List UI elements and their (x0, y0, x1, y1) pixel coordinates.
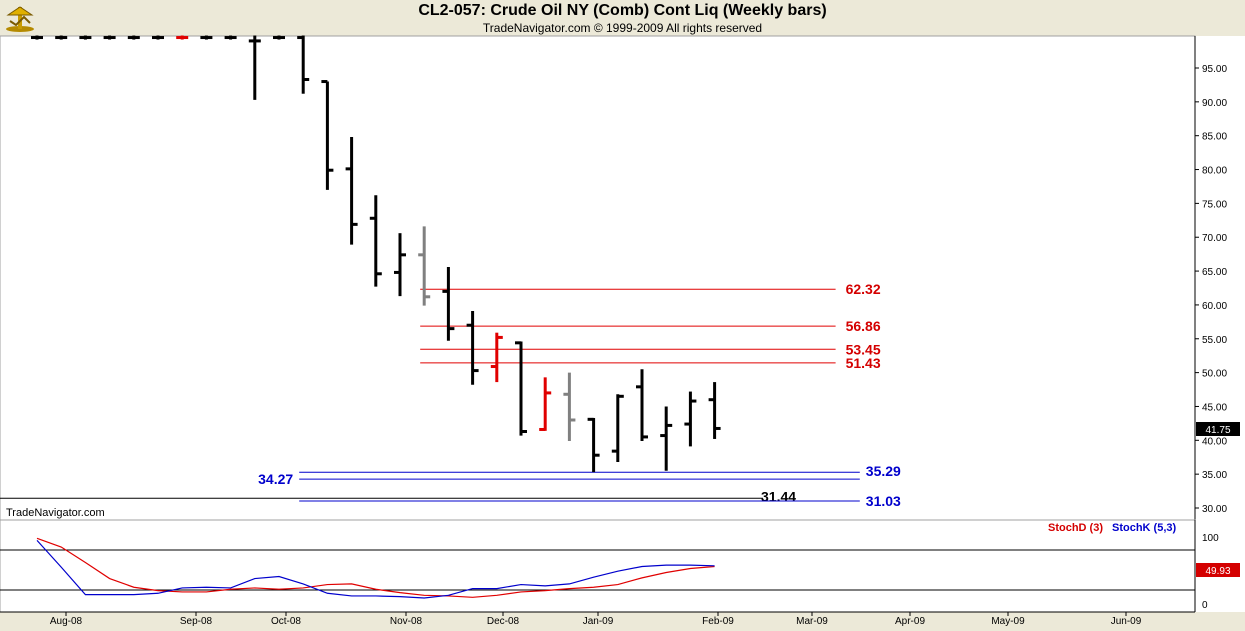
price-tick-label: 90.00 (1202, 98, 1227, 109)
ohlc-bar (418, 226, 431, 306)
date-tick-label: Sep-08 (180, 616, 213, 627)
stoch-k-legend: StochK (5,3) (1112, 522, 1177, 534)
chart-title: CL2-057: Crude Oil NY (Comb) Cont Liq (W… (418, 2, 827, 19)
level-label: 31.44 (761, 488, 796, 504)
date-tick-label: Jun-09 (1111, 616, 1142, 627)
price-tick-label: 80.00 (1202, 166, 1227, 177)
date-tick-label: Feb-09 (702, 616, 734, 627)
ohlc-bar (660, 406, 673, 471)
date-tick-label: Aug-08 (50, 616, 83, 627)
price-tick-label: 65.00 (1202, 267, 1227, 278)
ohlc-bar (563, 372, 576, 441)
date-tick-label: Dec-08 (487, 616, 520, 627)
ohlc-bar (490, 332, 503, 383)
stoch-tick-0: 0 (1202, 600, 1208, 611)
stochastic-panel (0, 519, 1196, 613)
date-tick-label: May-09 (991, 616, 1025, 627)
level-label: 34.27 (258, 471, 293, 487)
price-tick-label: 55.00 (1202, 335, 1227, 346)
ohlc-bar (103, 35, 116, 40)
ohlc-bar (297, 35, 310, 94)
price-tick-label: 40.00 (1202, 436, 1227, 447)
price-tick-label: 60.00 (1202, 301, 1227, 312)
level-label: 56.86 (846, 318, 881, 334)
price-tick-label: 70.00 (1202, 233, 1227, 244)
ohlc-bar (127, 35, 140, 40)
price-axis (1195, 36, 1245, 520)
ohlc-bar (55, 35, 68, 40)
chart-header: CL2-057: Crude Oil NY (Comb) Cont Liq (W… (0, 0, 1245, 36)
date-tick-label: Apr-09 (895, 616, 925, 627)
ohlc-bar (369, 195, 382, 287)
ohlc-bar (539, 377, 552, 431)
ohlc-bar (515, 341, 527, 436)
price-axis-ticks: 95.00 90.00 85.00 80.00 75.00 70.00 65.00 60.00… (1195, 64, 1227, 515)
stoch-d-legend: StochD (3) (1048, 522, 1103, 534)
ohlc-bar (224, 35, 237, 40)
stoch-last-tag: 49.93 (1196, 563, 1240, 577)
date-axis: Aug-08 Sep-08 Oct-08 Nov-08 Dec-08 Jan-09 Feb-… (50, 612, 1142, 627)
ohlc-bar (248, 35, 261, 100)
stoch-line-k (36, 539, 715, 599)
level-label: 62.32 (846, 281, 881, 297)
level-label: 35.29 (866, 463, 901, 479)
level-label: 53.45 (846, 341, 881, 357)
ohlc-bar (587, 417, 600, 473)
date-tick-label: Mar-09 (796, 616, 828, 627)
ohlc-bar (200, 35, 213, 40)
ohlc-bar (636, 369, 648, 441)
price-tick-label: 35.00 (1202, 470, 1227, 481)
stoch-tick-100: 100 (1202, 533, 1219, 544)
chart-subtitle: TradeNavigator.com © 1999-2009 All right… (482, 21, 763, 35)
ohlc-bar (466, 311, 479, 385)
stoch-line-d (36, 537, 715, 598)
ohlc-bar (345, 137, 358, 245)
last-price-label: 41.75 (1205, 425, 1230, 436)
trade-navigator-logo-icon (4, 3, 36, 33)
last-price-tag: 41.75 (1196, 422, 1240, 436)
date-tick-label: Nov-08 (390, 616, 423, 627)
ohlc-bars (31, 35, 721, 473)
ohlc-bar (79, 35, 92, 40)
ohlc-bar (31, 35, 43, 40)
level-label: 51.43 (846, 355, 881, 371)
price-tick-label: 95.00 (1202, 64, 1227, 75)
price-panel (0, 35, 1196, 521)
ohlc-bar (708, 382, 721, 439)
stoch-last-label: 49.93 (1205, 566, 1230, 577)
ohlc-bar (442, 267, 455, 341)
ohlc-bar (611, 394, 624, 462)
level-label: 31.03 (866, 493, 901, 509)
ohlc-bar (176, 35, 189, 40)
price-tick-label: 30.00 (1202, 504, 1227, 515)
price-tick-label: 75.00 (1202, 199, 1227, 210)
price-tick-label: 50.00 (1202, 369, 1227, 380)
date-tick-label: Oct-08 (271, 616, 301, 627)
ohlc-bar (684, 391, 697, 447)
ohlc-bar (321, 80, 334, 190)
ohlc-bar (273, 35, 285, 40)
price-tick-label: 85.00 (1202, 132, 1227, 143)
date-tick-label: Jan-09 (583, 616, 614, 627)
ohlc-bar (152, 35, 164, 40)
price-tick-label: 45.00 (1202, 402, 1227, 413)
stochastic-lines (36, 537, 715, 599)
ohlc-bar (394, 233, 406, 297)
watermark: TradeNavigator.com (6, 507, 105, 519)
